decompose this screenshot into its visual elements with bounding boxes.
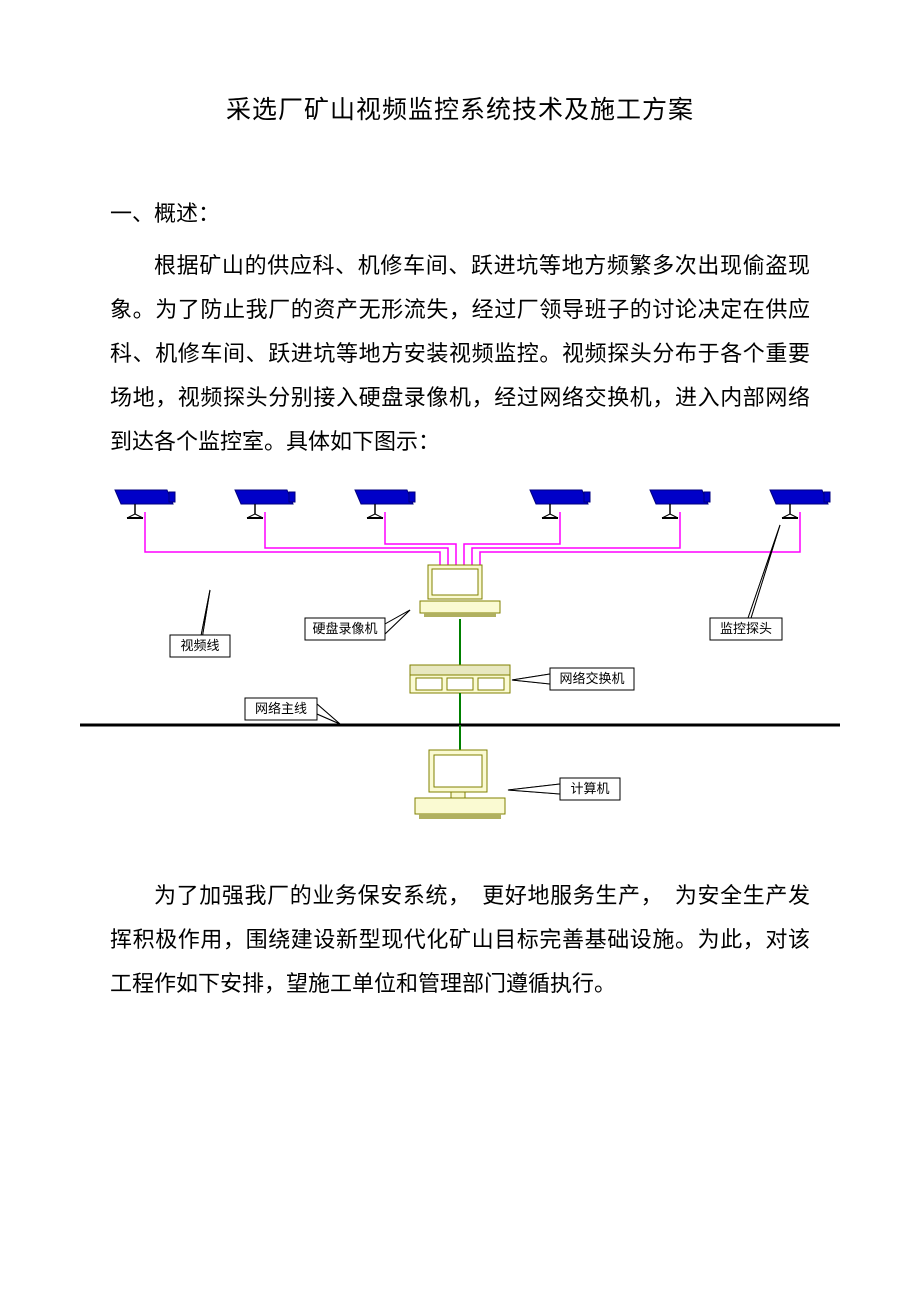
document-page: 采选厂矿山视频监控系统技术及施工方案 一、概述： 根据矿山的供应科、机修车间、跃… xyxy=(0,0,920,1070)
diagram-label: 监控探头 xyxy=(720,621,772,636)
dvr-icon xyxy=(420,565,500,617)
diagram-label: 网络主线 xyxy=(255,701,307,716)
computer-icon xyxy=(415,750,505,819)
diagram-label: 网络交换机 xyxy=(559,671,624,686)
network-diagram: 视频线 硬盘录像机 监控探头网络交换机网络主线计算机 xyxy=(80,470,840,850)
diagram-label: 计算机 xyxy=(570,781,609,796)
switch-icon xyxy=(410,665,510,693)
document-title: 采选厂矿山视频监控系统技术及施工方案 xyxy=(110,90,810,126)
diagram-label: 硬盘录像机 xyxy=(312,621,377,636)
paragraph-2: 为了加强我厂的业务保安系统， 更好地服务生产， 为安全生产发挥积极作用，围绕建设… xyxy=(110,874,810,1006)
section-heading: 一、概述： xyxy=(110,196,810,228)
diagram-label: 视频线 xyxy=(180,638,219,653)
paragraph-1: 根据矿山的供应科、机修车间、跃进坑等地方频繁多次出现偷盗现象。为了防止我厂的资产… xyxy=(110,244,810,464)
